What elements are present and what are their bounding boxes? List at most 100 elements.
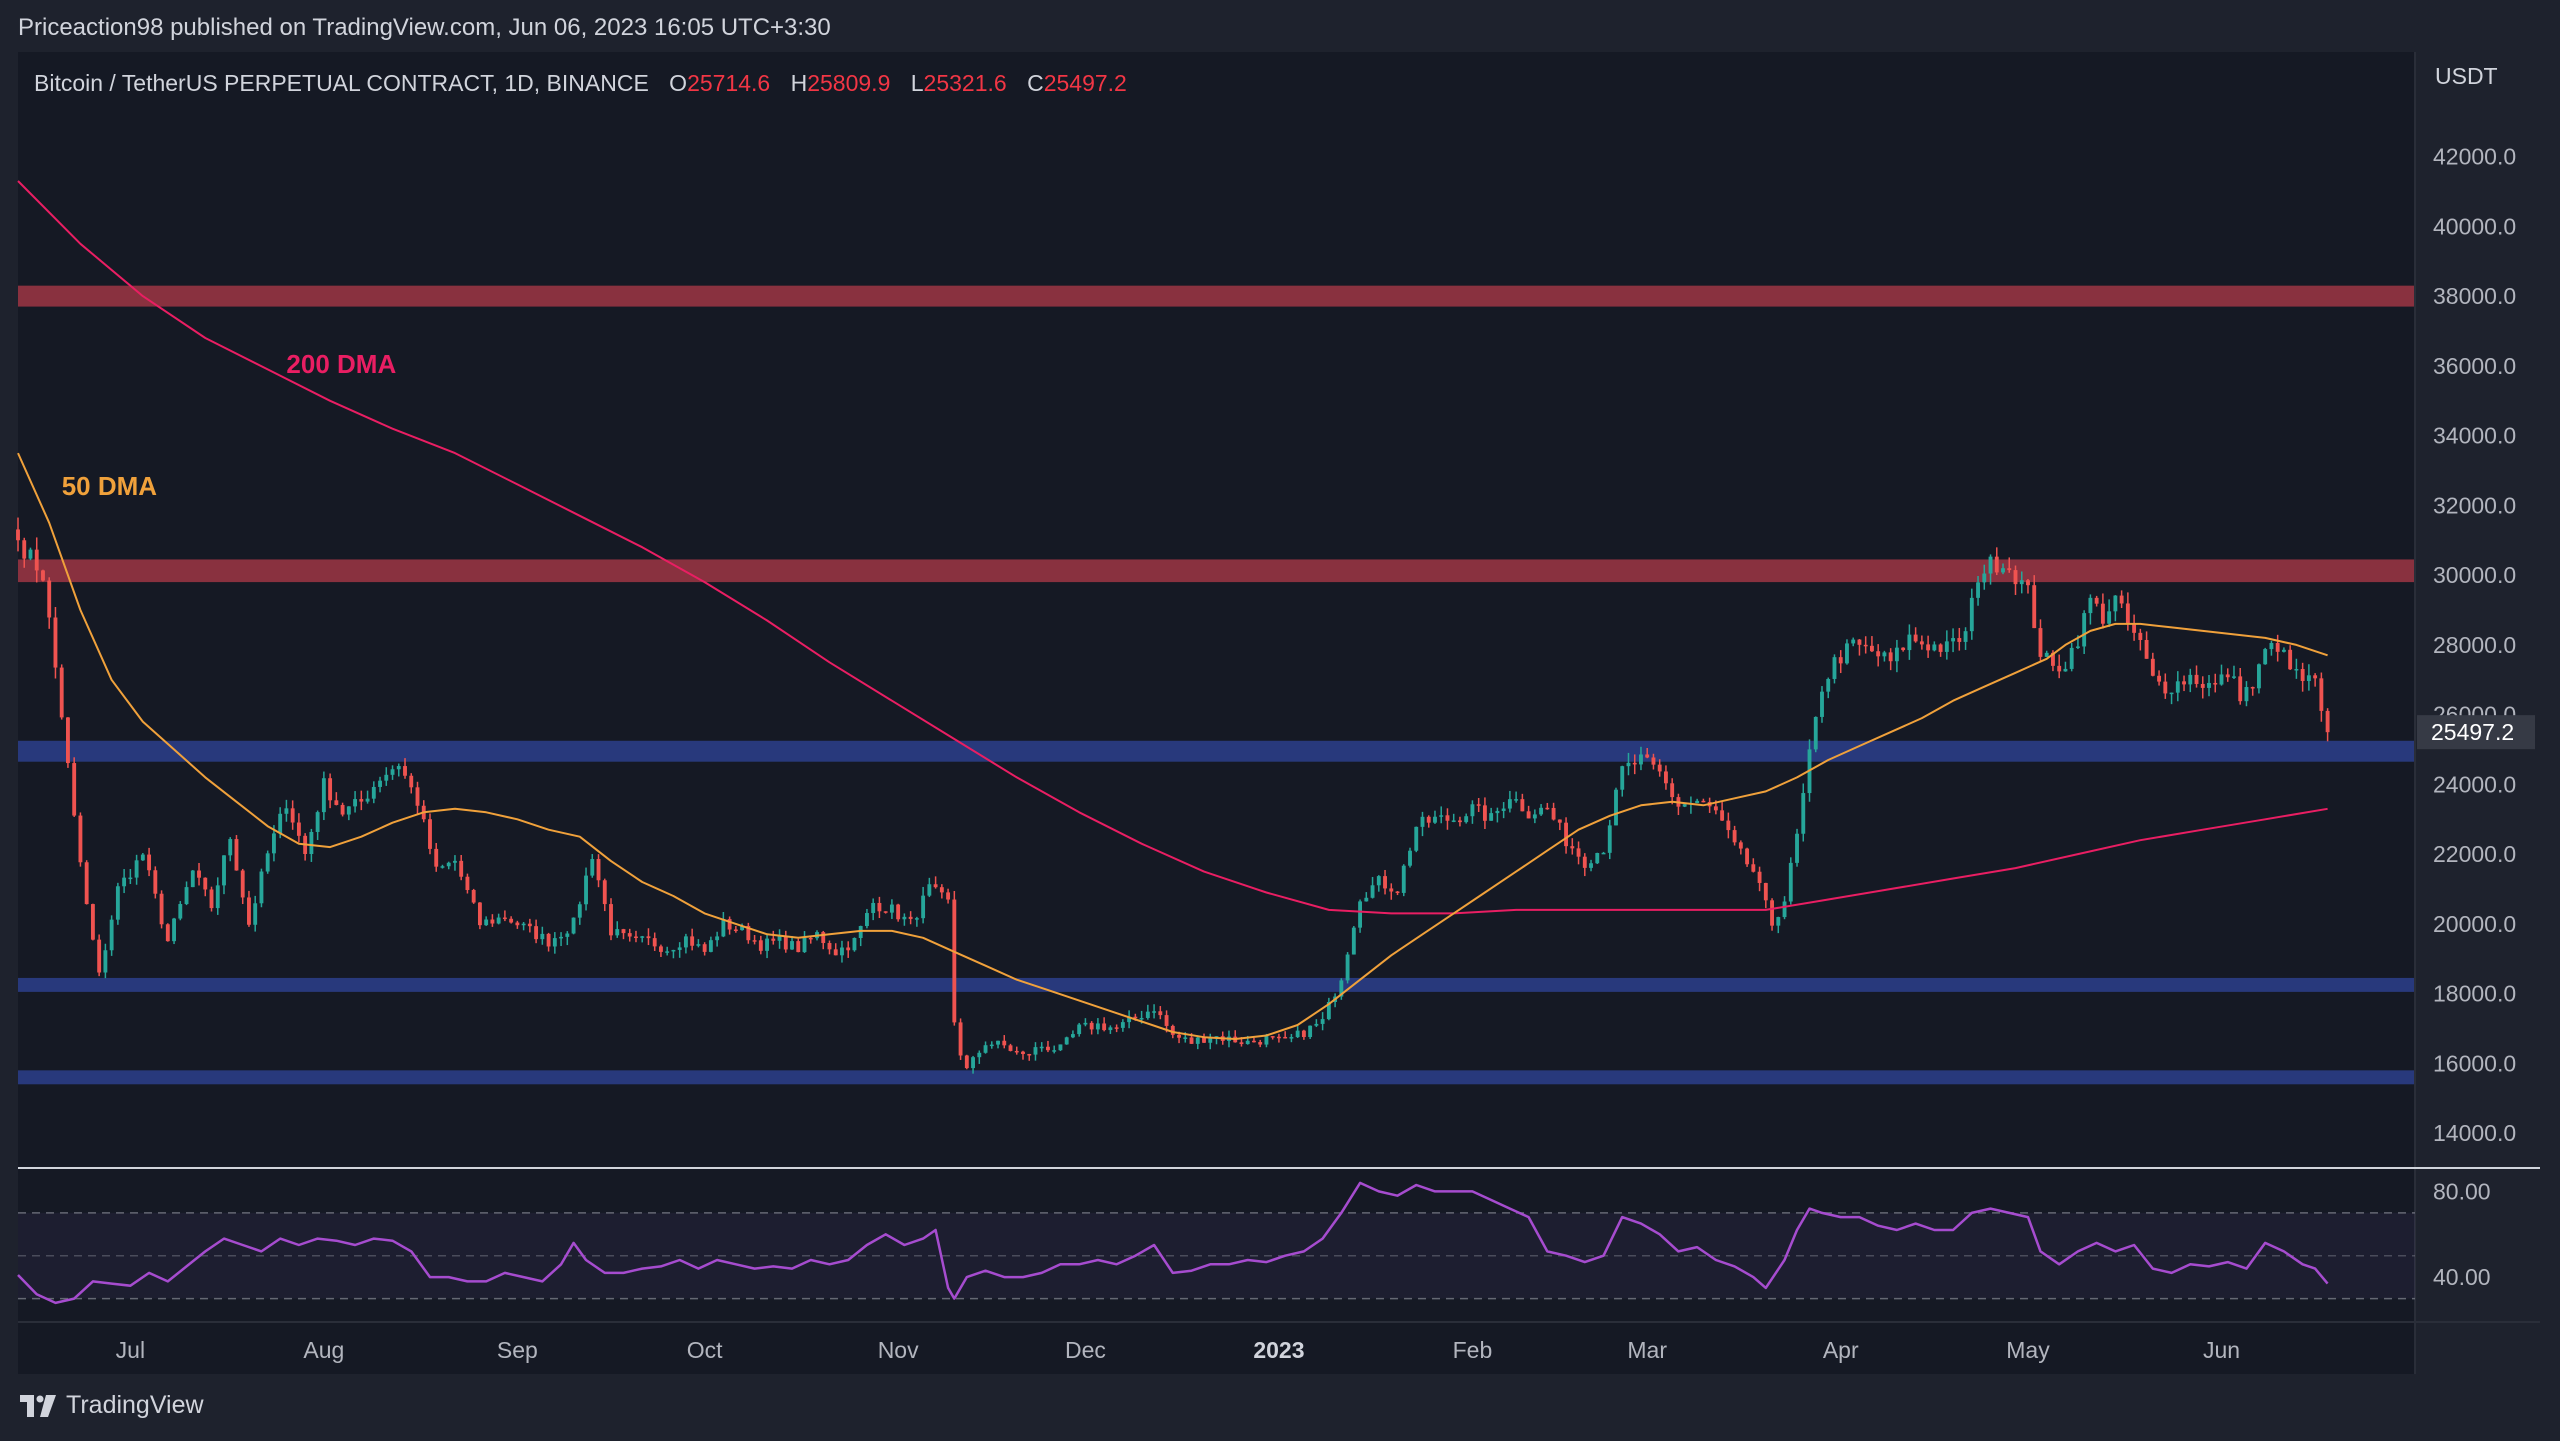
candle-body	[453, 860, 457, 863]
candle-body	[596, 859, 601, 881]
candle-body	[746, 925, 751, 941]
candle-body	[502, 917, 507, 920]
candle-body	[1763, 882, 1768, 901]
symbol-name: Bitcoin / TetherUS PERPETUAL CONTRACT, 1…	[34, 70, 649, 96]
candle-body	[2275, 643, 2280, 652]
candle-body	[1370, 885, 1375, 898]
candle-body	[2113, 595, 2118, 612]
candle-body	[1901, 647, 1906, 651]
candle-body	[1876, 651, 1881, 657]
candle-body	[958, 1022, 963, 1056]
candle-body	[946, 892, 951, 900]
y-tick-label: 30000.0	[2433, 562, 2516, 588]
candle-body	[365, 798, 370, 802]
candle-body	[228, 839, 233, 856]
candle-body	[977, 1052, 982, 1058]
candle-body	[1189, 1037, 1194, 1044]
open-label: O	[669, 70, 688, 96]
candle-body	[509, 918, 514, 923]
candle-body	[1926, 644, 1931, 651]
candle-body	[771, 938, 776, 941]
candle-body	[396, 766, 401, 770]
candle-body	[1957, 638, 1962, 642]
candle-body	[1064, 1037, 1069, 1045]
candle-body	[1014, 1050, 1019, 1053]
candle-body	[1832, 657, 1837, 679]
candle-body	[90, 904, 95, 940]
candle-body	[1695, 800, 1700, 804]
candle-body	[1782, 901, 1787, 918]
candle-body	[540, 933, 545, 940]
candle-body	[2169, 692, 2174, 695]
candle-body	[1202, 1037, 1206, 1043]
candle-body	[22, 540, 27, 559]
candle-body	[359, 799, 364, 802]
candle-body	[1170, 1025, 1175, 1035]
candle-body	[1482, 805, 1487, 821]
candle-body	[1507, 799, 1512, 809]
candle-body	[440, 866, 445, 868]
candle-body	[446, 862, 451, 867]
candle-body	[84, 862, 89, 905]
candle-body	[2063, 668, 2068, 672]
candle-body	[1944, 641, 1949, 652]
candle-body	[346, 806, 351, 815]
candle-body	[896, 904, 901, 920]
candle-body	[2225, 674, 2230, 678]
candle-body	[1364, 897, 1369, 902]
candle-body	[1252, 1040, 1256, 1043]
candle-body	[1120, 1022, 1125, 1028]
brand[interactable]: TradingView	[20, 1391, 204, 1420]
candle-body	[1239, 1042, 1244, 1045]
candle-body	[2157, 675, 2162, 682]
candle-body	[740, 925, 745, 931]
chart-frame	[18, 52, 2540, 1374]
candle-body	[1532, 814, 1537, 819]
candle-body	[41, 570, 45, 581]
candle-body	[1770, 900, 1774, 926]
candle-body	[1969, 597, 1974, 632]
candle-body	[615, 929, 620, 936]
candle-body	[1326, 1002, 1331, 1020]
candle-body	[1451, 820, 1456, 822]
candle-body	[2325, 710, 2330, 733]
candle-body	[1988, 556, 1993, 574]
candle-body	[989, 1044, 994, 1047]
candle-body	[2138, 632, 2143, 640]
candle-body	[1376, 876, 1381, 886]
candle-body	[996, 1040, 1000, 1045]
candle-body	[858, 926, 863, 939]
candle-body	[271, 833, 276, 854]
candle-body	[1738, 842, 1743, 849]
candle-body	[2175, 681, 2180, 693]
candle-body	[265, 853, 270, 872]
currency-label: USDT	[2435, 63, 2498, 89]
candle-body	[1464, 816, 1469, 823]
candle-body	[1845, 643, 1849, 664]
candle-body	[1570, 846, 1575, 849]
candle-body	[527, 923, 532, 927]
x-tick-label: Dec	[1065, 1337, 1106, 1363]
candle-body	[821, 932, 826, 944]
candle-body	[428, 819, 432, 849]
candle-body	[1183, 1037, 1188, 1039]
x-tick-label: Jun	[2203, 1337, 2240, 1363]
candle-body	[790, 941, 794, 950]
candle-body	[1888, 652, 1893, 662]
candle-body	[1745, 848, 1750, 865]
candle-body	[1820, 691, 1824, 717]
candle-body	[2281, 649, 2286, 652]
candle-body	[952, 899, 957, 1023]
y-tick-label: 16000.0	[2433, 1050, 2516, 1076]
candle-body	[247, 897, 251, 925]
candle-body	[1308, 1025, 1313, 1038]
candle-body	[215, 885, 220, 909]
candle-body	[883, 911, 888, 913]
candle-body	[1083, 1022, 1088, 1025]
candle-body	[2088, 597, 2093, 614]
candle-body	[1008, 1045, 1013, 1051]
candle-body	[939, 887, 944, 893]
candle-body	[2207, 682, 2211, 688]
candle-body	[409, 775, 414, 788]
